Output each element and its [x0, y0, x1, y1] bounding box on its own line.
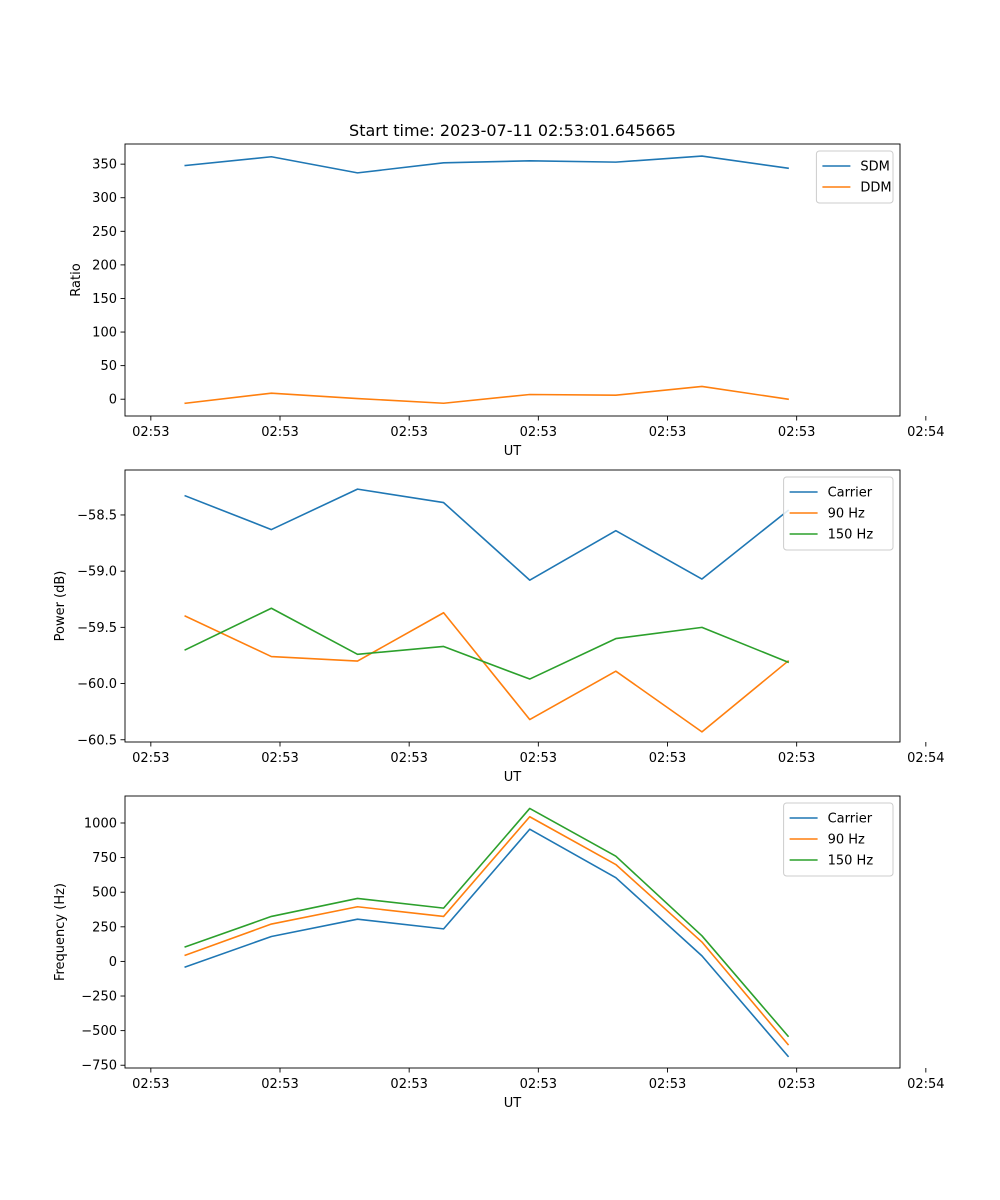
y-tick-label: 500: [92, 886, 117, 901]
x-tick-label: 02:53: [132, 425, 169, 440]
legend-box: [783, 802, 894, 877]
y-tick-label: 200: [92, 258, 117, 273]
y-axis-label: Ratio: [69, 263, 84, 296]
panel-2: 02:53 02:53 02:53 02:53 02:53 02:53 02:54 −60.5…: [53, 469, 945, 785]
series-line-150-hz: [184, 807, 790, 1038]
y-tick-label: 0: [109, 393, 117, 408]
x-tick-label: 02:54: [907, 425, 944, 440]
x-tick-label: 02:53: [778, 751, 815, 766]
legend-label: DDM: [860, 181, 891, 196]
y-tick-label: −500: [81, 1024, 117, 1039]
x-tick-label: 02:53: [649, 1077, 686, 1092]
legend-label: Carrier: [828, 812, 873, 827]
y-tick-label: 150: [92, 292, 117, 307]
legend-label: 90 Hz: [828, 833, 865, 848]
x-tick-label: 02:53: [261, 1077, 298, 1092]
panel-1: 02:53 02:53 02:53 02:53 02:53 02:53 02:54 0 50 10…: [69, 143, 945, 459]
x-axis-label: UT: [504, 770, 522, 785]
y-tick-label: −250: [81, 990, 117, 1005]
y-tick-label: 0: [109, 955, 117, 970]
y-tick-label: −60.5: [77, 733, 117, 748]
y-axis-label: Frequency (Hz): [53, 883, 68, 981]
series-line-90-hz: [184, 815, 790, 1046]
x-tick-label: 02:53: [261, 425, 298, 440]
x-tick-label: 02:53: [520, 425, 557, 440]
panel-3: 02:53 02:53 02:53 02:53 02:53 02:53 02:54 −750 −…: [53, 795, 945, 1111]
axes-frame: [124, 469, 901, 743]
y-tick-label: −58.5: [77, 508, 117, 523]
x-tick-label: 02:53: [261, 751, 298, 766]
x-tick-label: 02:53: [390, 1077, 427, 1092]
y-tick-label: 250: [92, 225, 117, 240]
y-tick-label: 350: [92, 158, 117, 173]
x-tick-label: 02:53: [520, 1077, 557, 1092]
series-line-carrier: [184, 488, 790, 581]
y-tick-label: 50: [100, 359, 117, 374]
legend-label: 90 Hz: [828, 507, 865, 522]
figure-title: Start time: 2023-07-11 02:53:01.645665: [349, 121, 676, 140]
y-tick-label: −59.5: [77, 621, 117, 636]
axes-frame: [124, 143, 901, 417]
y-tick-label: 750: [92, 851, 117, 866]
axes-frame: [124, 795, 901, 1069]
y-tick-label: 250: [92, 920, 117, 935]
series-line-ddm: [184, 385, 789, 405]
legend: Carrier 90 Hz 150 Hz: [783, 802, 894, 877]
x-axis-label: UT: [504, 1096, 522, 1111]
series-line-150-hz: [184, 607, 790, 680]
legend-box: [815, 150, 894, 204]
y-tick-label: −60.0: [77, 677, 117, 692]
x-tick-label: 02:53: [390, 751, 427, 766]
series-line-90-hz: [184, 611, 790, 733]
x-tick-label: 02:53: [390, 425, 427, 440]
y-tick-label: 100: [92, 326, 117, 341]
legend-box: [783, 476, 894, 551]
legend: Carrier 90 Hz 150 Hz: [783, 476, 894, 551]
y-tick-label: 300: [92, 191, 117, 206]
y-axis-label: Power (dB): [53, 571, 68, 642]
x-tick-label: 02:53: [649, 751, 686, 766]
y-tick-label: −59.0: [77, 565, 117, 580]
y-tick-label: −750: [81, 1059, 117, 1074]
legend-label: Carrier: [828, 486, 873, 501]
series-line-sdm: [184, 155, 789, 174]
x-tick-label: 02:54: [907, 751, 944, 766]
legend-label: 150 Hz: [828, 528, 874, 543]
x-tick-label: 02:53: [778, 1077, 815, 1092]
legend: SDM DDM: [815, 150, 894, 204]
series-line-carrier: [184, 828, 790, 1058]
legend-label: SDM: [860, 160, 889, 175]
x-tick-label: 02:53: [778, 425, 815, 440]
x-tick-label: 02:53: [132, 751, 169, 766]
x-tick-label: 02:53: [649, 425, 686, 440]
x-tick-label: 02:54: [907, 1077, 944, 1092]
panels: 02:53 02:53 02:53 02:53 02:53 02:53 02:54 0 50 10…: [53, 143, 945, 1111]
x-axis-label: UT: [504, 444, 522, 459]
legend-label: 150 Hz: [828, 854, 874, 869]
y-tick-label: 1000: [84, 816, 117, 831]
x-tick-label: 02:53: [520, 751, 557, 766]
x-tick-label: 02:53: [132, 1077, 169, 1092]
